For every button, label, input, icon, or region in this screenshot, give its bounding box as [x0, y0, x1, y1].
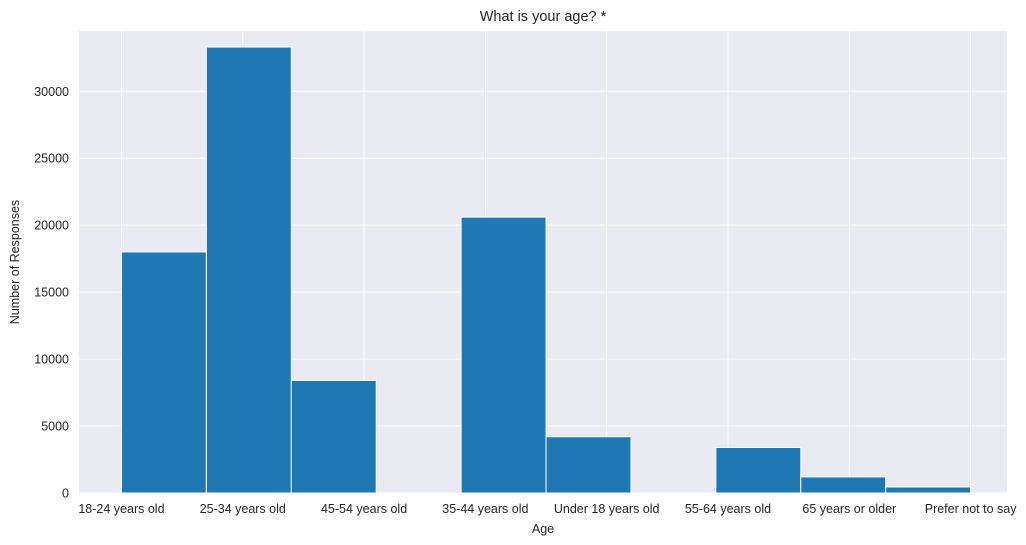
- x-tick-label: 55-64 years old: [685, 502, 771, 516]
- histogram-bar: [120, 251, 207, 494]
- y-tick-label: 30000: [34, 85, 69, 99]
- y-tick-label: 0: [62, 487, 69, 501]
- x-tick-label: 35-44 years old: [442, 502, 528, 516]
- histogram-bar: [205, 46, 292, 494]
- x-tick-label: 45-54 years old: [321, 502, 407, 516]
- x-axis-title: Age: [532, 522, 554, 536]
- y-tick-label: 25000: [34, 152, 69, 166]
- histogram-bar: [800, 476, 887, 494]
- histogram-bar: [460, 216, 547, 494]
- histogram-bar: [885, 486, 972, 494]
- y-tick-label: 20000: [34, 219, 69, 233]
- histogram-bar: [290, 380, 377, 494]
- bars-group: [120, 46, 972, 494]
- y-axis-title: Number of Responses: [8, 200, 22, 324]
- x-tick-label: 65 years or older: [802, 502, 896, 516]
- y-tick-labels: 0 5000 10000 15000 20000 25000 30000: [34, 85, 69, 501]
- y-tick-label: 15000: [34, 286, 69, 300]
- x-tick-label: 25-34 years old: [200, 502, 286, 516]
- y-tick-label: 5000: [41, 420, 69, 434]
- y-tick-label: 10000: [34, 353, 69, 367]
- histogram-bar: [545, 436, 632, 494]
- x-tick-label: Under 18 years old: [554, 502, 660, 516]
- chart-title: What is your age? *: [480, 9, 607, 25]
- x-tick-labels: 18-24 years old 25-34 years old 45-54 year…: [78, 502, 1017, 516]
- histogram-bar: [715, 446, 802, 494]
- x-tick-label: Prefer not to say: [925, 502, 1017, 516]
- x-tick-label: 18-24 years old: [78, 502, 164, 516]
